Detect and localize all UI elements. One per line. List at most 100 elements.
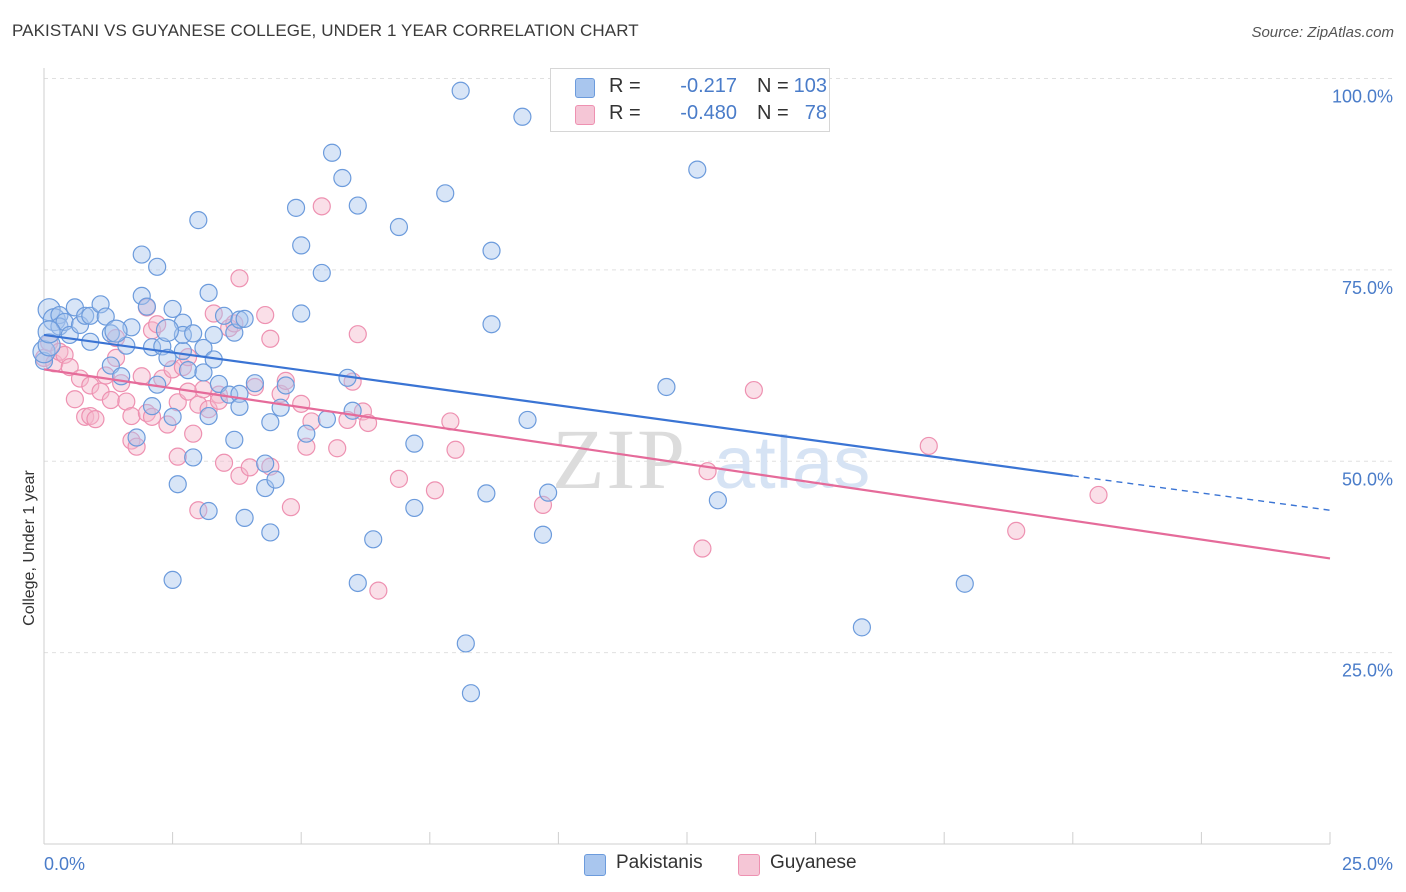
guyanese-point [189, 501, 208, 520]
guyanese-point [1007, 521, 1026, 541]
correlation-legend: R = -0.217 N = 103 R = -0.480 N = 78 [550, 68, 830, 132]
x-tick-label: 0.0% [44, 854, 85, 874]
pakistani-point [348, 573, 367, 593]
guyanese-point [86, 410, 105, 429]
guyanese-point [693, 539, 712, 558]
pakistani-point [158, 348, 177, 368]
pakistani-point [518, 410, 537, 430]
x-tick-label: 25.0% [1342, 854, 1393, 874]
legend-n-label: N = [757, 75, 789, 97]
guyanese-point [281, 498, 301, 517]
pakistani-point [204, 325, 223, 345]
pakistani-point [297, 424, 316, 443]
pakistani-point [168, 475, 187, 494]
pink-swatch [575, 105, 595, 125]
pakistani-point [37, 320, 61, 344]
pakistani-point [173, 341, 192, 361]
pakistani-point [225, 430, 244, 449]
tick-labels: 100.0% 75.0% 50.0% 25.0% 0.0% 25.0% [44, 87, 1393, 875]
pakistani-point [405, 434, 424, 453]
legend-r-value: -0.480 [680, 102, 737, 124]
grid-lines [44, 78, 1392, 654]
legend-r-value: -0.217 [680, 75, 737, 97]
guyanese-point [184, 424, 203, 443]
guyanese-point [744, 380, 763, 400]
pakistani-point [389, 217, 409, 237]
pakistani-point [163, 570, 182, 590]
guyanese-point [425, 481, 445, 500]
guyanese-point [276, 371, 295, 390]
pakistani-point [405, 498, 424, 518]
pakistani-point [271, 398, 290, 417]
pakistani-point [163, 299, 182, 319]
pakistani-point [261, 523, 280, 542]
blue-swatch [584, 854, 606, 876]
guyanese-point [65, 390, 84, 409]
y-tick-label: 50.0% [1342, 469, 1393, 489]
pakistani-point [178, 361, 198, 380]
pakistani-point [477, 484, 496, 503]
guyanese-point [240, 458, 259, 477]
guyanese-point [230, 269, 249, 288]
guyanese-point [256, 305, 275, 325]
y-tick-label: 25.0% [1342, 661, 1393, 681]
guyanese-point [348, 325, 367, 344]
pakistani-point [513, 107, 532, 126]
pakistani-point [194, 363, 213, 382]
guyanese-point [292, 394, 311, 413]
y-axis-label: College, Under 1 year [21, 470, 38, 626]
guyanese-point [297, 437, 316, 456]
pakistani-point [199, 501, 218, 521]
pakistani-point [312, 263, 331, 283]
pakistani-point [163, 407, 182, 426]
pakistani-point [142, 338, 162, 357]
guyanese-point [81, 406, 100, 426]
legend-n-value: 103 [793, 75, 827, 97]
y-tick-label: 75.0% [1342, 278, 1393, 298]
pakistani-point [364, 530, 383, 549]
guyanese-point [1089, 485, 1108, 505]
guyanese-trend-line [43, 368, 1331, 560]
pakistani-point [214, 306, 234, 325]
pakistani-point [436, 184, 455, 203]
pakistani-point [482, 241, 501, 260]
guyanese-point [168, 447, 187, 466]
pakistani-point [276, 376, 295, 395]
guyanese-point [214, 453, 234, 472]
guyanese-point [173, 357, 192, 377]
legend-r-label: R = [609, 102, 641, 124]
guyanese-point [261, 329, 280, 348]
guyanese-point [60, 357, 79, 377]
legend-n-value: 78 [804, 102, 827, 124]
blue-swatch [575, 78, 595, 98]
guyanese-point [101, 390, 120, 410]
pakistani-point [451, 81, 470, 100]
guyanese-point [112, 374, 131, 393]
pakistani-point [322, 143, 342, 162]
pakistani-point [76, 306, 95, 325]
y-tick-label: 100.0% [1332, 87, 1393, 107]
pakistani-point [245, 374, 265, 393]
pakistani-point [37, 333, 61, 357]
pakistani-point [266, 470, 285, 489]
pakistani-point [261, 413, 280, 432]
pakistani-point [96, 307, 115, 326]
pakistani-point [199, 406, 218, 426]
pakistani-point [70, 315, 90, 335]
guyanese-point [446, 440, 465, 459]
pakistani-point [184, 448, 203, 467]
watermark-atlas: atlas [714, 421, 870, 504]
guyanese-point [245, 377, 265, 397]
pakistani-point [104, 319, 128, 343]
legend-r-label: R = [609, 75, 641, 97]
guyanese-point [389, 469, 409, 488]
pakistani-point [235, 508, 254, 527]
guyanese-point [194, 380, 213, 399]
pakistani-point [955, 574, 974, 593]
guyanese-point [369, 581, 388, 600]
pakistani-point [127, 428, 146, 447]
pakistani-point [657, 377, 676, 397]
pakistani-point [155, 318, 180, 342]
axes [43, 68, 1331, 845]
